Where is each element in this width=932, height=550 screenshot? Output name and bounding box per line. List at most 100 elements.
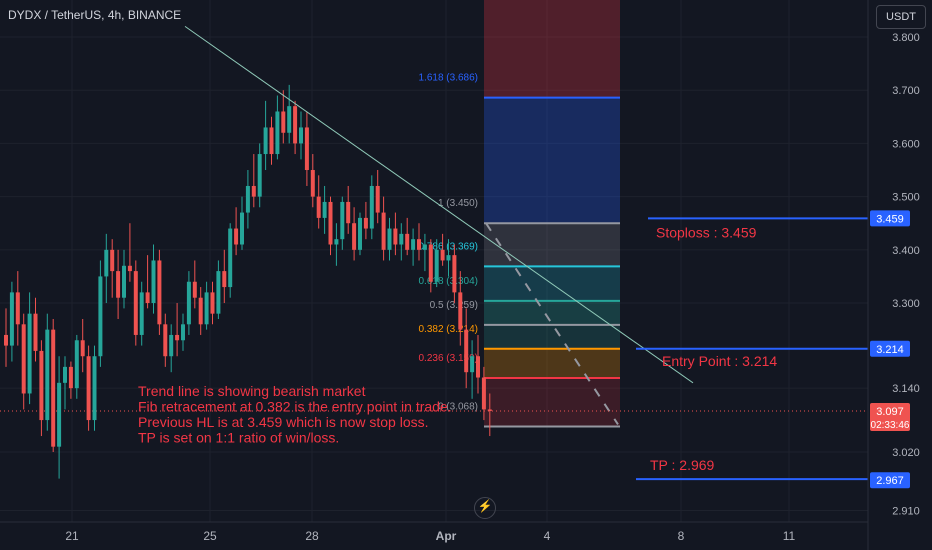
candle-body [21,324,26,394]
time-axis-tick-label: 28 [305,529,319,543]
price-axis-tick-label: 3.700 [892,85,920,97]
fib-zone [484,324,620,349]
fib-zone [484,300,620,325]
candle-body [228,228,233,288]
candle-body [57,382,62,447]
candle-body [45,329,50,421]
candle-body [316,196,321,218]
price-axis-tick-label: 3.500 [892,192,920,204]
candle-body [175,334,180,341]
candle-body [127,265,132,272]
time-axis-tick-label: 21 [65,529,79,543]
candle-body [86,356,91,421]
candle-body [240,212,244,245]
candle-body [422,244,427,250]
price-axis-label-box [870,340,910,357]
candle-body [157,260,162,325]
candle-body [74,340,79,389]
price-axis-label-box [870,403,910,432]
candle-body [9,292,14,346]
candle-body [234,228,239,245]
fib-zone-top [484,0,620,98]
candle-body [452,255,457,293]
candle-body [363,217,368,229]
fib-zone [484,97,620,224]
price-axis-tick-label: 3.800 [892,32,920,44]
trendline [184,25,694,384]
candle-body [198,297,203,325]
candle-body [428,244,433,282]
candle-body [405,233,410,250]
price-axis-tick-label: 3.140 [892,383,920,395]
candle-body [33,313,38,351]
candle-body [263,127,268,155]
time-axis-tick-label: 8 [678,529,685,543]
candle-body [222,271,227,288]
price-axis-label: 3.097 [876,406,904,418]
candle-body [328,201,333,245]
annotation-text: Fib retracement at 0.382 is the entry po… [138,399,452,415]
candle-body [322,201,327,218]
candle-body [257,154,262,197]
candle-body [446,255,451,261]
candle-body [310,170,315,197]
fib-level-label: 1.618 (3.686) [419,73,479,84]
price-axis-tick-label: 2.910 [892,506,920,518]
candle-body [39,350,44,421]
fib-level-label: 0.618 (3.304) [419,276,479,287]
time-axis-tick-label: 25 [203,529,217,543]
candle-body [346,201,351,224]
candle-body [281,111,286,133]
candle-body [204,292,209,325]
candle-body [375,185,380,213]
candle-body [352,223,357,250]
fib-level-label: 0.5 (3.259) [430,300,478,311]
currency-button[interactable]: USDT [876,5,926,29]
candle-body [334,239,339,245]
time-axis-tick-label: Apr [436,529,457,543]
symbol-title: DYDX / TetherUS, 4h, BINANCE [8,8,182,22]
fib-zone [484,378,620,427]
price-axis-tick-label: 3.300 [892,298,920,310]
price-axis-countdown: 02:33:46 [871,420,910,431]
level-label: Entry Point : 3.214 [662,353,777,369]
candle-body [68,366,73,389]
fib-zone [484,223,620,267]
candle-body [387,228,392,250]
candle-body [464,329,469,373]
candle-body [92,356,97,421]
price-axis-label-box [870,472,910,489]
candle-body [216,271,221,314]
annotation-text: Trend line is showing bearish market [138,383,366,399]
candle-body [299,127,303,144]
candle-body [4,334,8,346]
candle-body [63,366,67,383]
candle-body [381,212,386,250]
candle-body [181,324,185,341]
candle-body [27,313,32,394]
candle-body [110,249,115,272]
candle-body [104,249,109,277]
price-axis-tick-label: 3.600 [892,138,920,150]
candle-body [186,281,191,325]
candle-body [287,106,292,133]
price-axis-label-box [870,210,910,227]
lightning-icon[interactable]: ⚡ [474,497,496,519]
time-axis-tick-label: 11 [783,529,796,543]
candle-body [393,228,398,245]
candle-body [133,271,138,335]
candle-body [269,127,274,155]
price-axis-background [868,0,932,550]
candle-body [358,217,362,250]
candle-body [399,233,404,245]
price-axis-tick-label: 3.020 [892,447,920,459]
candle-body [192,281,197,298]
price-axis-label: 3.459 [876,213,904,225]
candle-body [139,292,144,335]
level-label: Stoploss : 3.459 [656,224,757,240]
candle-body [163,324,168,357]
fib-level-label: 0.236 (3.159) [419,353,479,364]
fib-zone [484,348,620,379]
